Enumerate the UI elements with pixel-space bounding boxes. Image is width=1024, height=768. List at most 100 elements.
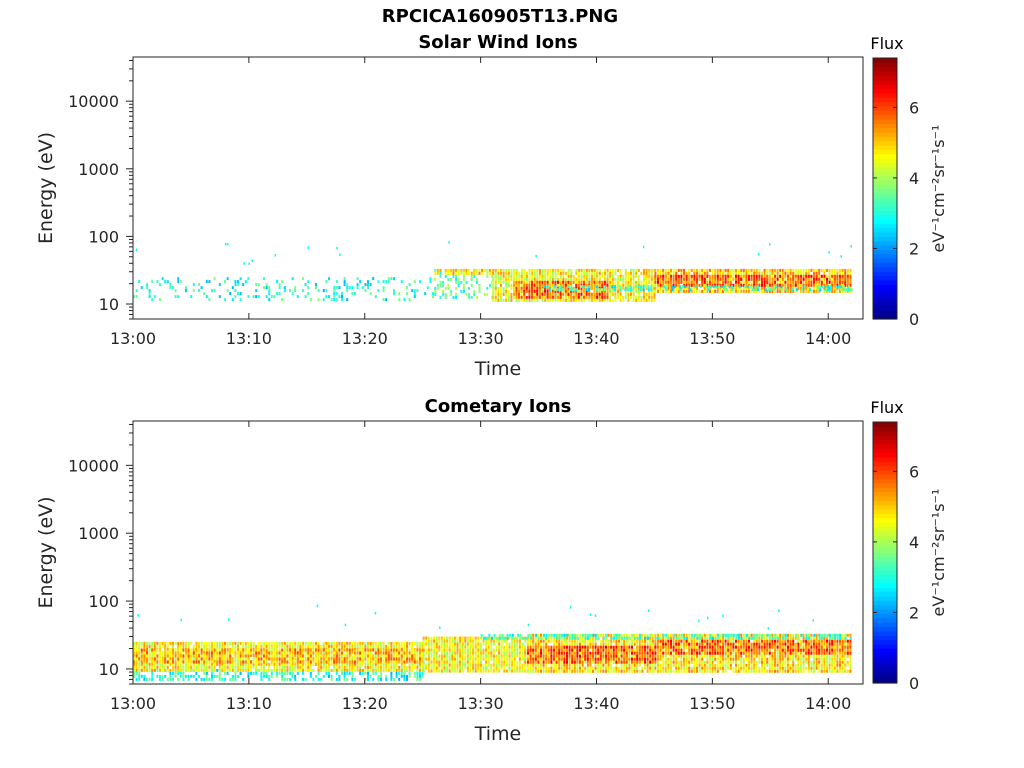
noise-points: [135, 241, 852, 265]
flux-cell: [457, 283, 460, 287]
flux-cell: [815, 277, 818, 281]
flux-cell: [151, 644, 154, 648]
flux-cell: [618, 645, 620, 649]
flux-cell: [805, 274, 808, 278]
flux-cell: [680, 286, 683, 290]
flux-cell: [182, 651, 185, 655]
flux-cell: [374, 644, 377, 648]
flux-cell: [594, 642, 597, 646]
flux-cell: [374, 671, 377, 675]
flux-cell: [270, 295, 273, 299]
flux-cell: [532, 642, 535, 646]
flux-cell: [289, 659, 291, 663]
flux-cell: [846, 268, 849, 272]
flux-cell: [433, 666, 436, 670]
flux-cell: [583, 289, 585, 293]
flux-cell: [239, 298, 242, 302]
flux-cell: [159, 641, 161, 645]
flux-cell: [696, 280, 698, 284]
flux-cell: [470, 271, 473, 275]
flux-cell: [367, 659, 369, 663]
flux-cell: [813, 289, 815, 293]
flux-cell: [836, 277, 839, 281]
flux-cell: [792, 280, 795, 284]
flux-cell: [609, 295, 612, 299]
flux-cell: [672, 268, 675, 272]
flux-cell: [481, 268, 484, 272]
flux-cell: [641, 660, 644, 664]
flux-cell: [430, 648, 433, 652]
flux-cell: [555, 666, 558, 670]
flux-cell: [538, 289, 541, 293]
flux-cell: [508, 651, 511, 655]
flux-cell: [516, 666, 519, 670]
flux-cell: [443, 639, 446, 643]
noise-point: [448, 241, 450, 244]
flux-cell: [237, 668, 239, 672]
flux-cell: [411, 662, 414, 666]
flux-cell: [465, 292, 468, 296]
flux-cell: [153, 662, 156, 666]
flux-cell: [382, 651, 385, 655]
flux-cell: [654, 268, 657, 272]
flux-cell: [745, 283, 748, 287]
flux-cell: [398, 665, 401, 669]
flux-cell: [683, 277, 685, 281]
flux-cell: [508, 669, 511, 673]
flux-cell: [844, 277, 847, 281]
flux-cell: [589, 663, 592, 667]
flux-cell: [250, 671, 252, 675]
flux-cell: [351, 668, 354, 672]
flux-cell: [153, 668, 156, 672]
flux-cell: [161, 277, 164, 281]
flux-cell: [784, 277, 787, 281]
flux-cell: [333, 295, 336, 299]
flux-cell: [709, 289, 711, 293]
flux-cell: [424, 292, 427, 296]
flux-cell: [268, 644, 271, 648]
flux-cell: [488, 283, 491, 287]
flux-cell: [190, 295, 193, 299]
flux-cell: [724, 289, 727, 293]
flux-cell: [408, 671, 411, 675]
flux-cell: [276, 660, 278, 664]
flux-cell: [453, 657, 456, 661]
flux-cell: [377, 668, 380, 672]
flux-cell: [772, 288, 775, 292]
flux-cell: [354, 668, 356, 672]
flux-cell: [395, 651, 398, 655]
flux-cell: [444, 271, 447, 275]
flux-cell: [239, 651, 242, 655]
flux-cell: [443, 645, 446, 649]
flux-cell: [511, 654, 514, 658]
flux-cell: [172, 657, 174, 661]
flux-cell: [635, 280, 638, 284]
flux-cell: [800, 271, 802, 275]
flux-cell: [500, 651, 503, 655]
flux-cell: [549, 268, 552, 272]
x-tick-label: 13:10: [226, 329, 272, 348]
flux-cell: [563, 648, 566, 652]
flux-cell: [593, 286, 596, 290]
flux-cell: [159, 644, 161, 648]
flux-cell: [474, 645, 477, 649]
flux-cell: [177, 280, 180, 284]
flux-cell: [745, 274, 748, 278]
flux-cell: [406, 668, 408, 672]
flux-cell: [451, 657, 454, 661]
flux-cell: [513, 645, 516, 649]
flux-cell: [675, 280, 678, 284]
flux-cell: [182, 674, 185, 678]
flux-cell: [712, 285, 715, 289]
flux-cell: [453, 636, 456, 640]
flux-cell: [638, 663, 641, 667]
flux-cell: [138, 651, 141, 655]
flux-cell: [443, 663, 446, 667]
noise-point: [274, 254, 277, 257]
flux-cell: [650, 268, 653, 272]
flux-cell: [179, 654, 182, 658]
flux-cell: [257, 295, 260, 299]
flux-cell: [451, 651, 454, 655]
flux-cell: [459, 657, 462, 661]
flux-cell: [505, 660, 508, 664]
